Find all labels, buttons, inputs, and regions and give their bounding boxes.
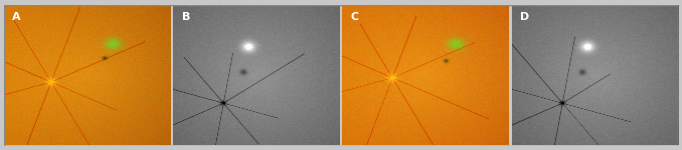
Text: B: B (181, 12, 190, 22)
Text: D: D (520, 12, 529, 22)
Text: C: C (351, 12, 359, 22)
Text: A: A (12, 12, 21, 22)
